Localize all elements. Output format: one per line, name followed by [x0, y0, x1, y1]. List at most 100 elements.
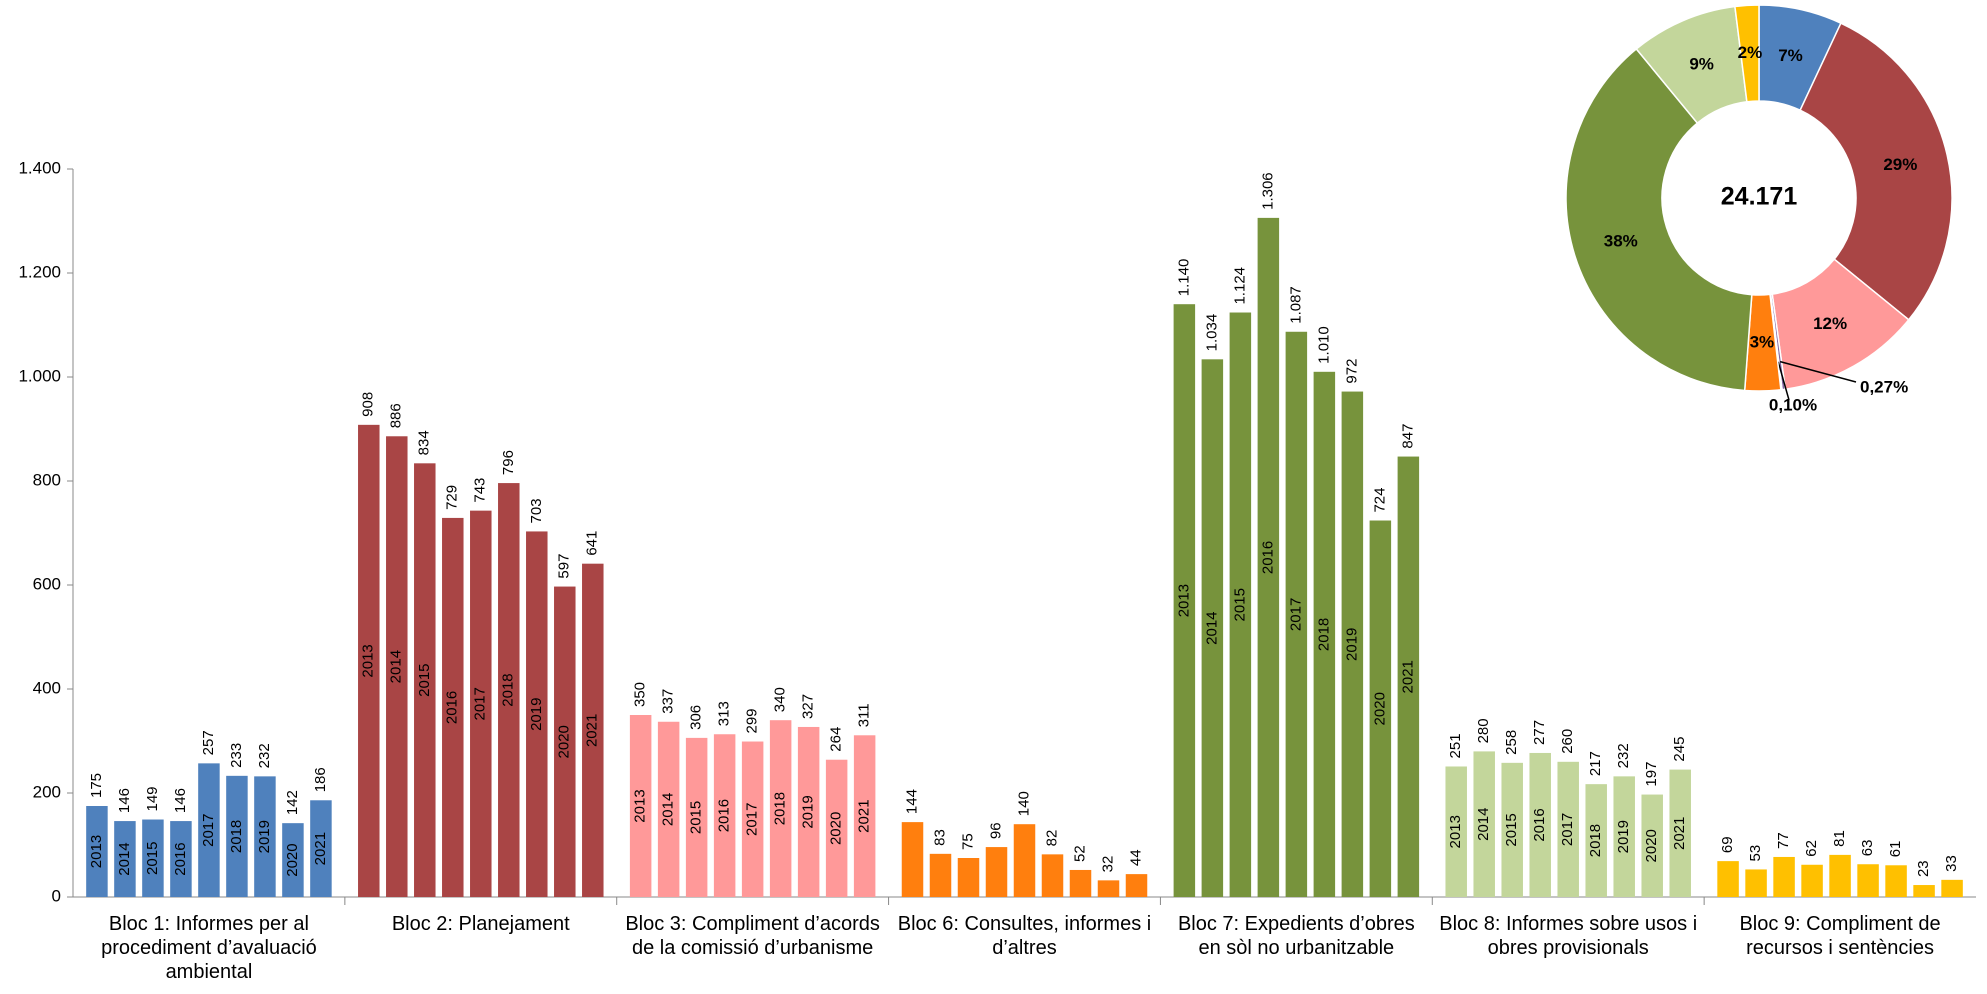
y-tick-label: 400	[33, 678, 61, 697]
value-label: 62	[1803, 840, 1820, 857]
year-label: 2015	[688, 801, 705, 834]
bar	[170, 821, 192, 897]
bar	[1285, 331, 1308, 897]
value-label: 1.124	[1231, 267, 1248, 305]
year-label: 2018	[228, 820, 245, 853]
slice-label: 9%	[1689, 54, 1714, 73]
slice-label: 0,10%	[1769, 395, 1817, 414]
year-label: 2018	[1587, 824, 1604, 857]
value-label: 337	[660, 689, 677, 714]
value-label: 245	[1671, 737, 1688, 762]
value-label: 908	[360, 392, 377, 417]
bar	[1173, 304, 1196, 897]
bar	[414, 463, 436, 897]
year-label: 2013	[360, 644, 377, 677]
bar	[1857, 864, 1879, 897]
bar	[526, 531, 548, 897]
slice-label: 7%	[1778, 46, 1803, 65]
year-label: 2013	[1447, 815, 1464, 848]
value-label: 53	[1747, 845, 1764, 862]
pie-slice	[1799, 22, 1953, 321]
year-label: 2021	[312, 832, 329, 865]
year-label: 2017	[744, 803, 761, 836]
year-label: 2014	[116, 842, 133, 875]
bar	[957, 858, 980, 897]
bar	[386, 436, 408, 897]
value-label: 1.306	[1259, 172, 1276, 210]
bar	[901, 822, 924, 897]
value-label: 641	[584, 531, 601, 556]
value-label: 258	[1503, 730, 1520, 755]
group-label: Bloc 1: Informes per al procediment d’av…	[101, 913, 317, 983]
group-label: Bloc 6: Consultes, informes i d’altres	[897, 913, 1152, 959]
year-label: 2014	[1203, 611, 1220, 644]
value-label: 142	[284, 790, 301, 815]
year-label: 2017	[200, 813, 217, 846]
value-label: 197	[1643, 762, 1660, 787]
value-label: 327	[800, 694, 817, 719]
bar	[1341, 391, 1364, 897]
bar	[310, 800, 332, 897]
year-label: 2021	[1671, 817, 1688, 850]
bar	[1585, 784, 1607, 897]
year-label: 2016	[1531, 808, 1548, 841]
year-label: 2014	[388, 650, 405, 683]
value-label: 350	[632, 682, 649, 707]
bar	[1641, 794, 1663, 897]
year-label: 2021	[1399, 660, 1416, 693]
year-label: 2016	[1259, 541, 1276, 574]
y-tick-label: 1.200	[18, 262, 61, 281]
y-tick-label: 1.000	[18, 366, 61, 385]
value-label: 703	[528, 498, 545, 523]
value-label: 311	[856, 703, 873, 727]
value-label: 340	[772, 687, 789, 712]
year-label: 2013	[88, 835, 105, 868]
value-label: 23	[1915, 860, 1932, 877]
value-label: 44	[1127, 849, 1144, 866]
bar	[1801, 864, 1823, 897]
value-label: 144	[903, 789, 920, 814]
year-label: 2020	[1643, 829, 1660, 862]
value-label: 69	[1719, 836, 1736, 853]
bar	[929, 853, 952, 897]
bar	[1885, 865, 1907, 897]
year-label: 2021	[584, 714, 601, 747]
pie-slice	[1734, 4, 1760, 103]
value-label: 83	[931, 829, 948, 846]
bar	[1473, 751, 1495, 897]
value-label: 232	[1615, 743, 1632, 768]
value-label: 32	[1099, 856, 1116, 873]
slice-label: 12%	[1813, 314, 1847, 333]
value-label: 597	[556, 554, 573, 579]
bar	[142, 819, 164, 897]
bar	[1529, 752, 1551, 897]
y-tick-label: 0	[52, 886, 61, 905]
value-label: 63	[1859, 840, 1876, 857]
year-label: 2015	[416, 663, 433, 696]
bar	[114, 821, 136, 897]
value-label: 61	[1887, 841, 1904, 858]
bar	[825, 759, 848, 897]
value-label: 233	[228, 743, 245, 768]
bar	[1669, 769, 1691, 897]
value-label: 796	[500, 450, 517, 475]
bar	[1257, 217, 1280, 897]
value-label: 149	[144, 786, 161, 811]
value-label: 313	[716, 701, 733, 726]
bar	[1201, 359, 1224, 897]
group-label: Bloc 3: Compliment d’acords de la comiss…	[625, 913, 880, 959]
bar	[1445, 766, 1467, 897]
slice-label: 0,27%	[1860, 377, 1908, 396]
bar	[282, 823, 304, 897]
bar	[254, 776, 276, 897]
bar	[1773, 856, 1795, 897]
leader-line	[1777, 361, 1790, 401]
year-label: 2015	[1231, 588, 1248, 621]
value-label: 251	[1447, 733, 1464, 758]
year-label: 2015	[144, 842, 161, 875]
value-label: 96	[987, 822, 1004, 839]
bar	[741, 741, 764, 897]
bar	[470, 510, 492, 897]
year-label: 2014	[660, 793, 677, 826]
